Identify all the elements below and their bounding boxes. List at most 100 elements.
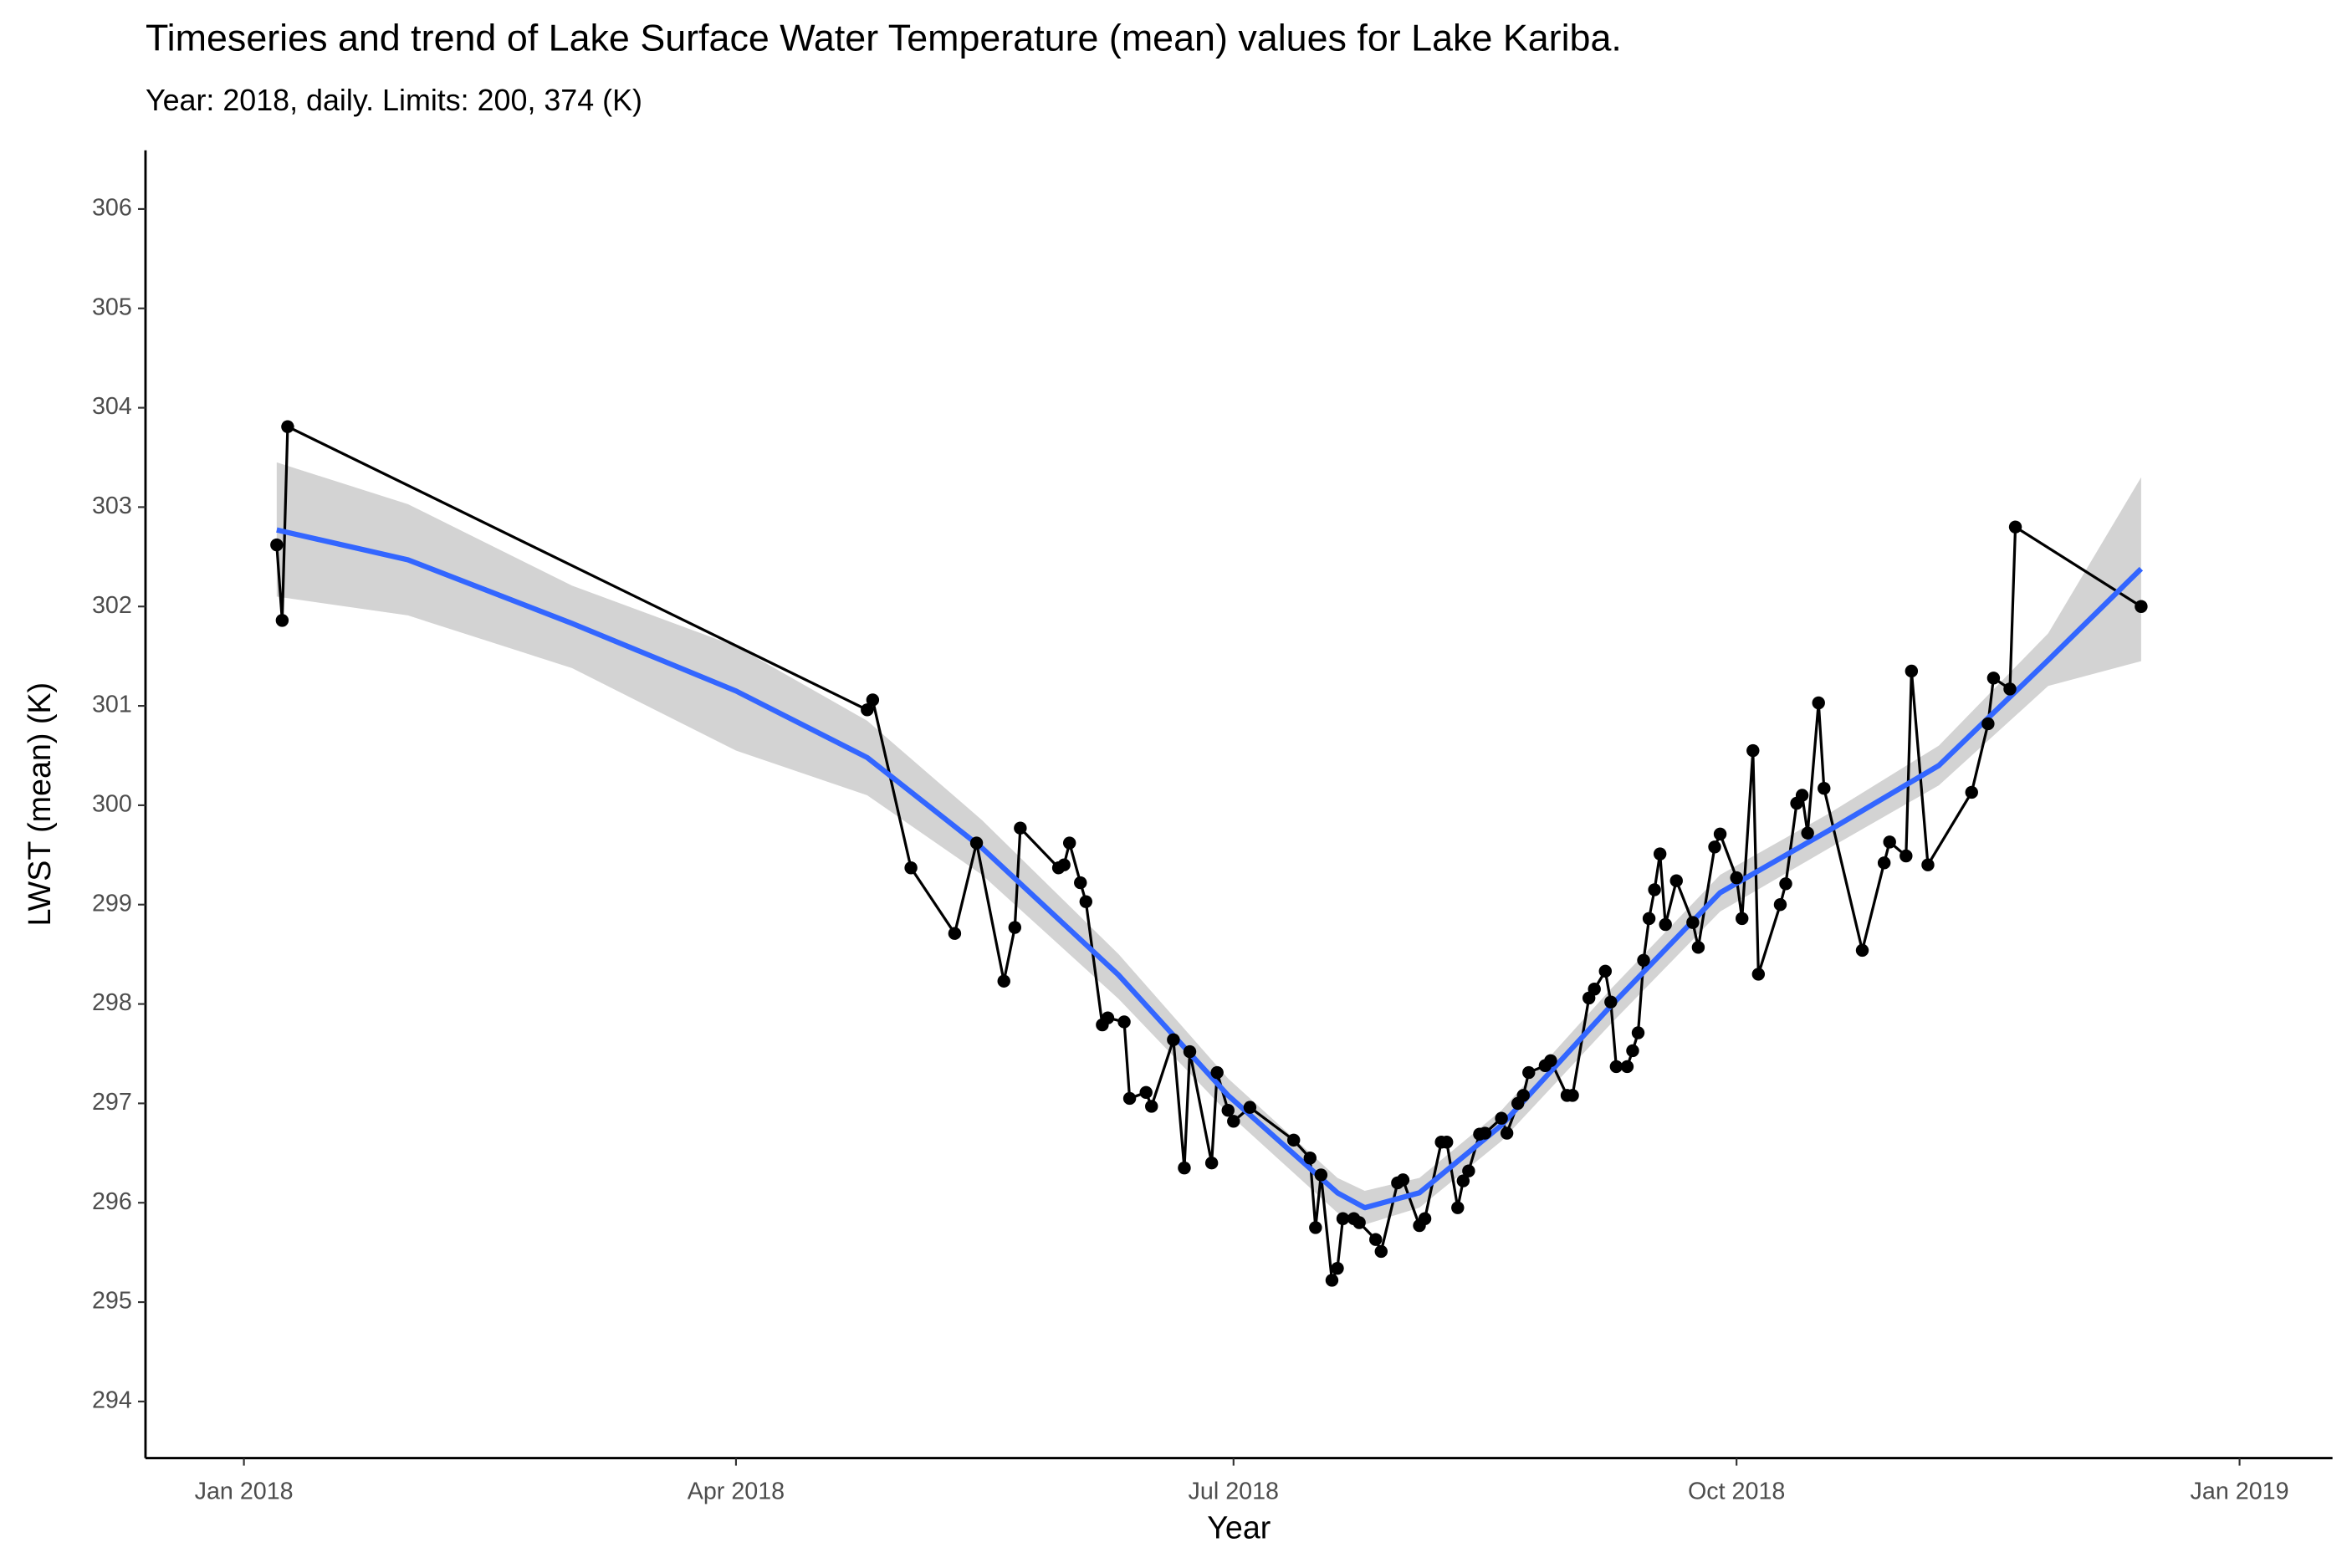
confidence-band (276, 462, 2141, 1225)
data-point (1352, 1216, 1366, 1229)
data-point (1686, 916, 1700, 929)
data-point (1921, 858, 1935, 871)
data-point (1818, 781, 1831, 795)
data-point (1303, 1152, 1317, 1165)
chart-title: Timeseries and trend of Lake Surface Wat… (146, 17, 1622, 59)
data-point (1588, 983, 1601, 996)
y-tick-label: 297 (92, 1089, 132, 1116)
data-point (270, 538, 284, 552)
data-point (2008, 520, 2022, 534)
data-point (1598, 964, 1612, 978)
data-point (1101, 1011, 1115, 1024)
data-point (1374, 1244, 1388, 1259)
data-point (1609, 1060, 1623, 1074)
data-point (1883, 835, 1896, 849)
y-axis-title: LWST (mean) (K) (22, 682, 57, 927)
data-point (1204, 1156, 1219, 1170)
y-tick-label: 303 (92, 493, 132, 519)
data-point (1183, 1044, 1197, 1059)
data-point (1522, 1065, 1536, 1080)
data-point (1691, 941, 1705, 954)
data-point (1451, 1201, 1465, 1214)
data-point (1286, 1133, 1301, 1147)
y-tick-label: 299 (92, 890, 132, 917)
x-tick-label: Apr 2018 (688, 1478, 785, 1504)
data-point (1713, 827, 1727, 841)
data-point (1604, 995, 1618, 1009)
data-point (1117, 1015, 1131, 1029)
data-point (1899, 849, 1913, 863)
data-point (1325, 1274, 1339, 1287)
y-tick-label: 298 (92, 989, 132, 1016)
data-point (1396, 1173, 1410, 1187)
data-point (1331, 1261, 1344, 1275)
plot-area (270, 420, 2148, 1287)
data-point (1516, 1089, 1530, 1102)
x-tick-label: Jul 2018 (1189, 1478, 1279, 1504)
data-point (1795, 789, 1809, 802)
x-axis-title: Year (1207, 1510, 1271, 1545)
data-point (1653, 847, 1667, 861)
data-point (1074, 876, 1087, 890)
data-point (1730, 871, 1743, 885)
data-point (861, 703, 874, 717)
data-point (1167, 1033, 1180, 1047)
data-point (1210, 1065, 1224, 1080)
data-point (1079, 895, 1093, 908)
data-point (1178, 1161, 1191, 1175)
data-point (1877, 856, 1891, 870)
data-point (1418, 1212, 1432, 1225)
x-tick-label: Jan 2018 (195, 1478, 294, 1504)
data-point (1642, 912, 1656, 926)
data-point (1544, 1054, 1557, 1068)
y-tick-label: 300 (92, 790, 132, 817)
data-point (1500, 1126, 1514, 1140)
data-point (1648, 883, 1661, 896)
data-point (1495, 1111, 1508, 1125)
y-tick-label: 302 (92, 592, 132, 619)
y-tick-label: 306 (92, 194, 132, 221)
data-point (1626, 1044, 1639, 1058)
trend-line (276, 527, 2144, 1211)
y-tick-label: 305 (92, 294, 132, 320)
data-point (1314, 1168, 1328, 1182)
data-point (2135, 600, 2148, 613)
data-point (1462, 1164, 1475, 1177)
y-tick-label: 304 (92, 393, 132, 420)
data-point (1620, 1060, 1634, 1074)
data-point (1221, 1103, 1235, 1117)
data-point (969, 836, 984, 850)
data-point (866, 693, 880, 707)
data-point (1746, 743, 1760, 758)
data-point (1981, 717, 1995, 731)
data-point (1631, 1026, 1645, 1039)
data-point (904, 861, 918, 875)
x-tick-label: Jan 2019 (2191, 1478, 2289, 1504)
data-point (1735, 912, 1749, 926)
data-point (948, 927, 962, 940)
data-point (1905, 664, 1919, 678)
data-point (1122, 1091, 1137, 1106)
data-point (1008, 921, 1022, 934)
data-point (2003, 682, 2017, 696)
y-tick-label: 296 (92, 1188, 132, 1215)
data-point (1014, 821, 1027, 835)
x-tick-label: Oct 2018 (1688, 1478, 1785, 1504)
data-point (1855, 943, 1869, 958)
data-point (1708, 840, 1721, 854)
data-point (1812, 696, 1825, 710)
series-line (275, 424, 2142, 1285)
data-point (1309, 1221, 1322, 1234)
data-point (1145, 1100, 1158, 1113)
data-point (1062, 836, 1076, 850)
data-point (281, 420, 294, 433)
data-point (997, 974, 1010, 988)
y-tick-label: 295 (92, 1288, 132, 1315)
data-point (1566, 1089, 1579, 1102)
data-point (1669, 874, 1683, 887)
data-point (1227, 1115, 1240, 1128)
data-point (1779, 877, 1792, 891)
data-point (1456, 1174, 1470, 1187)
